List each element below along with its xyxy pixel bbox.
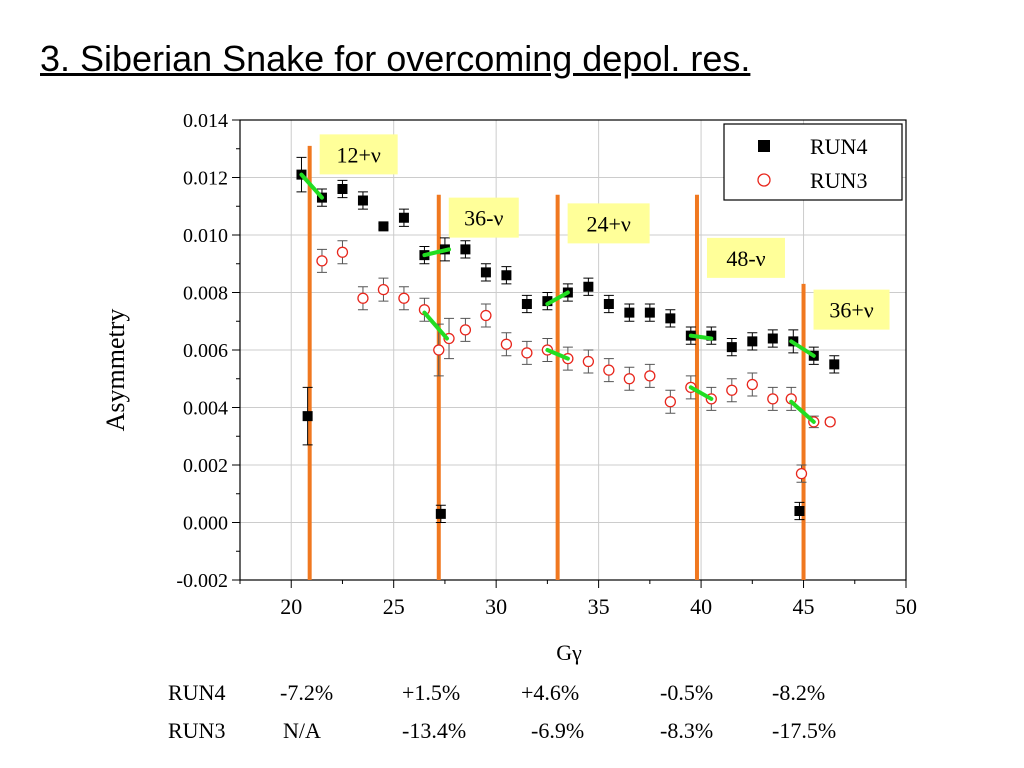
jump-segment — [422, 310, 449, 341]
y-tick-label: 0.000 — [183, 513, 228, 535]
run3-point — [433, 344, 445, 356]
y-tick-label: 0.002 — [183, 455, 228, 477]
jump-segment — [422, 247, 452, 258]
run3-point — [316, 255, 328, 267]
run4-point — [583, 281, 594, 292]
jump-segment — [688, 385, 714, 401]
run3-point — [357, 292, 369, 304]
x-tick-label: 45 — [793, 594, 815, 619]
x-axis-label: Gγ — [556, 640, 582, 665]
run4-point — [747, 336, 758, 347]
x-tick-label: 30 — [485, 594, 507, 619]
run3-point — [623, 373, 636, 385]
jump-segment — [299, 172, 324, 200]
run3-point — [795, 467, 808, 480]
run4-point — [624, 307, 635, 318]
x-tick-label: 35 — [588, 594, 610, 619]
run3-point — [398, 292, 410, 304]
y-tick-label: 0.008 — [183, 283, 228, 305]
y-tick-label: 0.014 — [183, 110, 228, 132]
jump-segment — [688, 333, 714, 341]
run4-point — [460, 244, 471, 255]
run4-point — [706, 330, 717, 341]
y-tick-label: 0.004 — [183, 398, 228, 420]
run4-point — [398, 212, 409, 223]
run3-point — [377, 283, 390, 296]
y-tick-label: -0.002 — [176, 570, 228, 592]
run3-point — [726, 384, 738, 396]
run4-point — [603, 299, 614, 309]
legend-run4-marker — [758, 140, 770, 152]
run3-point — [459, 324, 472, 336]
resonance-label: 12+ν — [336, 142, 380, 167]
resonance-label-box — [567, 203, 650, 244]
resonance-label: 48-ν — [726, 246, 765, 271]
run4-point — [542, 296, 553, 307]
y-axis-label: Asymmetry — [101, 309, 130, 432]
run3-point — [500, 338, 513, 350]
y-tick-label: 0.012 — [183, 168, 228, 190]
run3-point — [644, 370, 656, 382]
jump-segment — [789, 339, 816, 358]
resonance-label-box — [448, 197, 519, 238]
run3-point — [824, 416, 836, 428]
x-tick-label: 50 — [895, 594, 917, 619]
legend-label: RUN3 — [810, 168, 867, 193]
resonance-label: 24+ν — [586, 211, 630, 236]
jump-segment — [545, 348, 570, 361]
resonance-label-box — [319, 134, 398, 175]
run3-point — [521, 347, 533, 359]
run4-point — [435, 508, 446, 519]
run4-point — [302, 411, 313, 422]
run3-point — [746, 378, 758, 391]
run4-point — [794, 506, 805, 516]
x-tick-label: 20 — [280, 594, 302, 619]
run4-point — [767, 333, 778, 344]
legend-label: RUN4 — [810, 134, 867, 159]
run4-point — [480, 267, 491, 278]
legend-run3-marker — [757, 173, 771, 187]
run4-point — [501, 270, 512, 281]
run3-point — [767, 393, 779, 405]
run4-point — [378, 221, 389, 232]
run4-point — [665, 313, 676, 324]
resonance-label-box — [813, 289, 890, 330]
run3-point — [582, 355, 595, 368]
resonance-label: 36+ν — [829, 298, 873, 323]
y-tick-label: 0.010 — [183, 225, 228, 247]
run4-point — [357, 195, 368, 206]
jump-segment — [545, 290, 570, 306]
x-tick-label: 40 — [690, 594, 712, 619]
run3-point — [336, 246, 349, 258]
x-tick-label: 25 — [383, 594, 405, 619]
slide-title: 3. Siberian Snake for overcoming depol. … — [40, 38, 751, 79]
resonance-label-box — [706, 237, 785, 278]
run3-point — [664, 396, 676, 408]
run4-point — [644, 307, 655, 318]
run4-point — [337, 184, 348, 194]
legend-box — [723, 123, 903, 201]
jump-segment — [789, 399, 816, 424]
y-tick-label: 0.006 — [183, 340, 228, 362]
run4-point — [829, 359, 840, 370]
resonance-label: 36-ν — [464, 206, 503, 231]
run3-point — [603, 364, 615, 376]
run3-point — [480, 309, 492, 322]
run4-point — [521, 299, 532, 309]
run4-point — [726, 342, 737, 353]
